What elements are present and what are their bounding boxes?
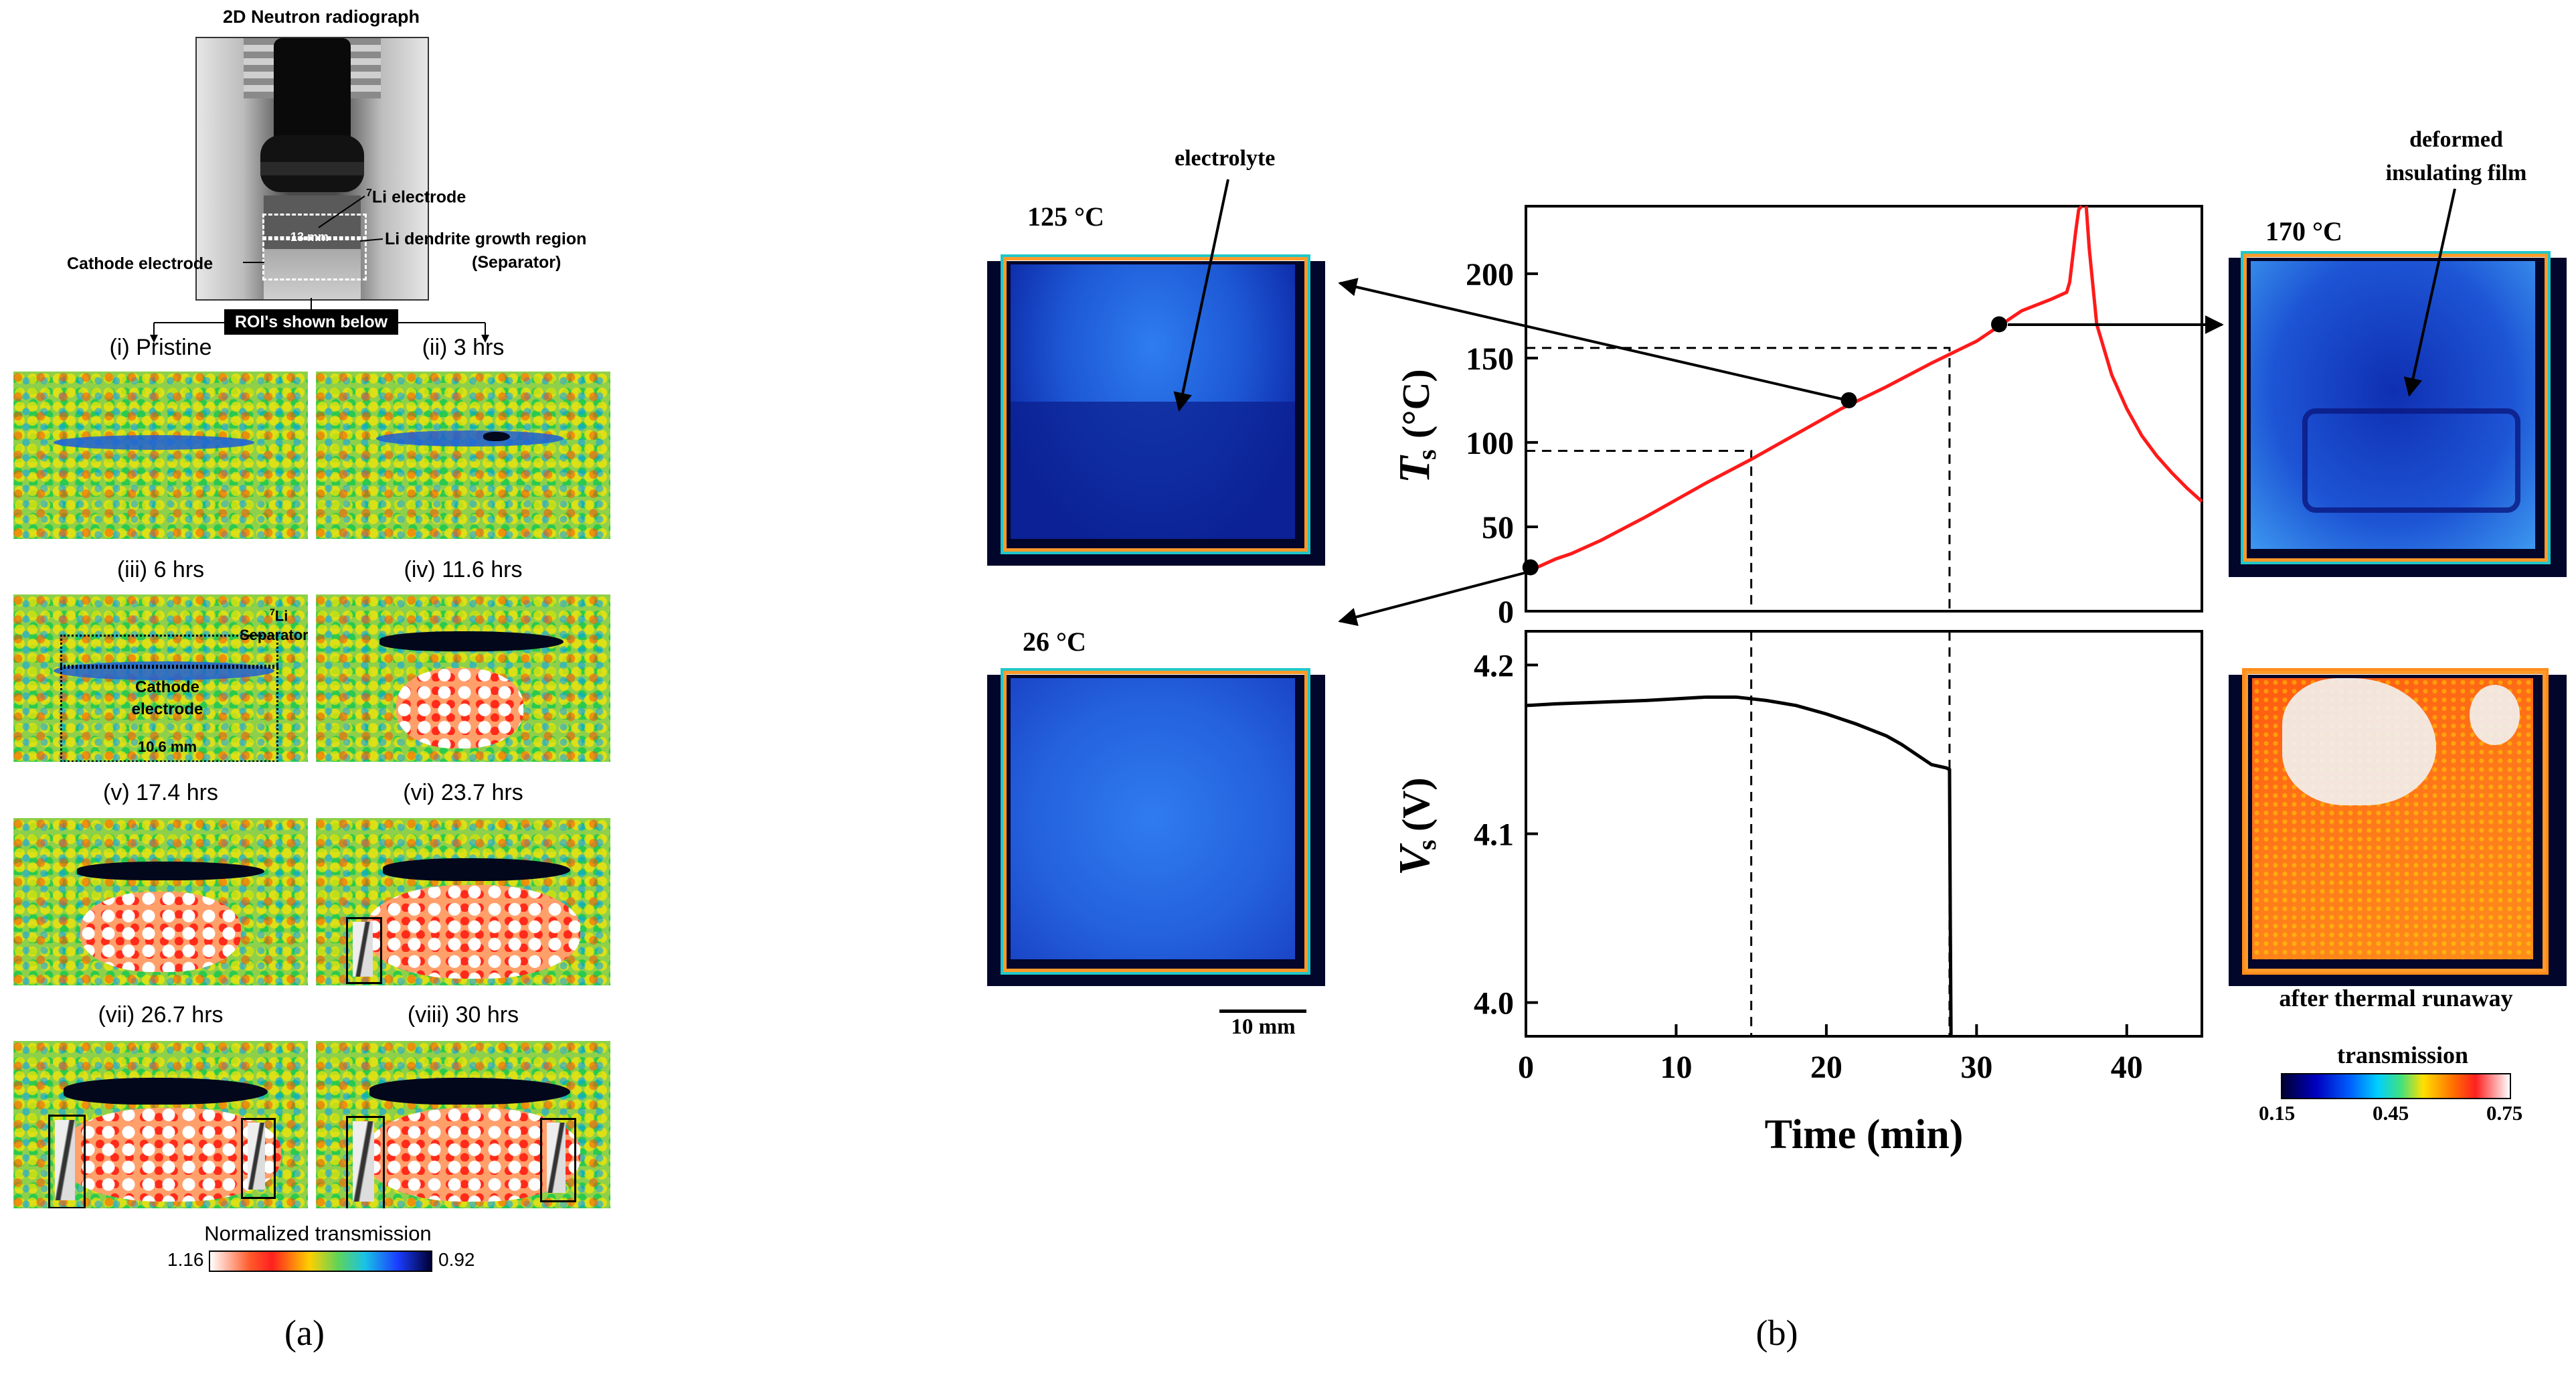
temp-series-line-1 bbox=[2084, 206, 2203, 503]
roi-banner: ROI's shown below bbox=[224, 309, 398, 335]
volt-series bbox=[1525, 695, 1953, 1037]
volt-guide-lines bbox=[1750, 631, 1951, 1036]
roi-image-23-7hrs bbox=[316, 818, 610, 985]
volt-ylabel-unit: (V) bbox=[1394, 777, 1438, 831]
temp-ylabel-unit: (°C) bbox=[1394, 369, 1438, 438]
temp-y-ticks: 0 50 100 150 200 bbox=[1466, 257, 1538, 630]
arrow-125c bbox=[1338, 278, 1851, 402]
cathode-electrode-label: Cathode electrode bbox=[67, 254, 213, 273]
volt-xtick-label-2: 20 bbox=[1810, 1050, 1842, 1085]
temp-markers bbox=[1522, 316, 2007, 576]
separator-label: (Separator) bbox=[472, 253, 562, 272]
temp-ytick-label-4: 200 bbox=[1466, 257, 1514, 293]
arrow-electrolyte bbox=[1173, 179, 1229, 412]
caption-b: (b) bbox=[1755, 1313, 1798, 1353]
temp-guide-0 bbox=[1526, 450, 1753, 611]
roi-image-pristine bbox=[13, 372, 308, 539]
volt-series-line-0 bbox=[1525, 695, 1953, 1037]
temp-ytick-label-3: 150 bbox=[1466, 341, 1514, 377]
roi-iii-cathode-label: Cathode bbox=[135, 678, 199, 696]
roi-image-11-6hrs bbox=[316, 594, 610, 762]
roi-image-6hrs: 7Li Separator Cathode electrode 10.6 mm bbox=[13, 594, 308, 762]
width-13mm: 13 mm bbox=[290, 230, 329, 244]
volt-ytick-label-0: 4.0 bbox=[1474, 986, 1514, 1022]
roi-iii-li-label: 7Li bbox=[270, 607, 288, 625]
norm-transmission-title: Normalized transmission bbox=[204, 1222, 432, 1245]
temp-guide-lines bbox=[1526, 347, 1951, 611]
roi-label-4: (iv) 11.6 hrs bbox=[404, 557, 523, 582]
roi-label-7: (vii) 26.7 hrs bbox=[98, 1002, 224, 1028]
temp-guide-1 bbox=[1526, 347, 1951, 611]
neutron-image-125c bbox=[987, 194, 1325, 566]
roi-iii-width-label: 10.6 mm bbox=[137, 738, 197, 755]
electrolyte-annotation: electrolyte bbox=[1175, 146, 1276, 171]
deformed-annotation-1: deformed bbox=[2409, 127, 2503, 152]
roi-image-17-4hrs bbox=[13, 818, 308, 985]
neutron-image-after-runaway bbox=[2229, 611, 2567, 986]
temp-marker-2 bbox=[1991, 316, 2007, 333]
volt-xtick-label-1: 10 bbox=[1660, 1050, 1692, 1085]
volt-xtick-label-3: 30 bbox=[1960, 1050, 1992, 1085]
volt-xtick-label-0: 0 bbox=[1518, 1050, 1534, 1085]
roi-label-6: (vi) 23.7 hrs bbox=[403, 780, 523, 805]
label-170c: 170 °C bbox=[2265, 216, 2342, 246]
transmission-title: transmission bbox=[2336, 1042, 2469, 1068]
colorbar-a-right-tick: 0.92 bbox=[438, 1249, 475, 1270]
neutron-radiograph-image: 13 mm bbox=[195, 37, 429, 301]
volt-plot-frame bbox=[1525, 630, 2203, 1038]
volt-y-ticks: 4.0 4.1 4.2 bbox=[1474, 648, 1538, 1022]
roi-label-1: (i) Pristine bbox=[109, 335, 212, 360]
arrow-26c bbox=[1338, 570, 1530, 627]
after-thermal-runaway-label: after thermal runaway bbox=[2279, 985, 2513, 1012]
roi-image-30hrs bbox=[316, 1041, 610, 1208]
colorbar-b-tick-1: 0.15 bbox=[2259, 1101, 2296, 1125]
temp-ylabel-main: T bbox=[1390, 455, 1439, 483]
temp-ytick-label-2: 100 bbox=[1466, 426, 1514, 461]
roi-label-3: (iii) 6 hrs bbox=[116, 557, 205, 582]
scale-bar bbox=[1219, 1009, 1306, 1013]
volt-ylabel-main: V bbox=[1390, 843, 1439, 876]
temp-ytick-label-1: 50 bbox=[1482, 510, 1514, 546]
neutron-image-26c bbox=[987, 611, 1325, 986]
temp-ytick-label-0: 0 bbox=[1498, 594, 1514, 630]
roi-label-2: (ii) 3 hrs bbox=[422, 335, 505, 360]
temp-series-line-0 bbox=[1525, 205, 2083, 574]
label-125c: 125 °C bbox=[1027, 201, 1104, 232]
colorbar-b-tick-2: 0.45 bbox=[2373, 1101, 2409, 1125]
radiograph-title: 2D Neutron radiograph bbox=[222, 7, 420, 27]
colorbar-a-left-tick: 1.16 bbox=[167, 1249, 204, 1270]
label-26c: 26 °C bbox=[1023, 627, 1086, 657]
deformed-annotation-2: insulating film bbox=[2385, 161, 2527, 185]
roi-image-26-7hrs bbox=[13, 1041, 308, 1208]
li-electrode-label: 7Li electrode bbox=[366, 187, 466, 207]
roi-iii-separator-label: Separator bbox=[240, 627, 308, 643]
volt-ytick-label-1: 4.1 bbox=[1474, 817, 1514, 853]
neutron-image-170c bbox=[2229, 194, 2567, 577]
volt-xtick-label-4: 40 bbox=[2111, 1050, 2143, 1085]
temp-series bbox=[1525, 205, 2203, 574]
caption-a: (a) bbox=[284, 1313, 325, 1353]
temp-plot-frame bbox=[1525, 205, 2203, 613]
roi-iii-electrode-label: electrode bbox=[131, 700, 203, 718]
roi-image-3hrs bbox=[316, 372, 610, 539]
colorbar-b-tick-3: 0.75 bbox=[2486, 1101, 2523, 1125]
time-xlabel: Time (min) bbox=[1765, 1112, 1964, 1157]
roi-label-5: (v) 17.4 hrs bbox=[103, 780, 218, 805]
arrow-deformed-film bbox=[2403, 188, 2456, 397]
temp-ylabel-sub: s bbox=[1411, 449, 1442, 460]
volt-ytick-label-2: 4.2 bbox=[1474, 648, 1514, 683]
scale-bar-label: 10 mm bbox=[1231, 1015, 1296, 1039]
dendrite-region-label: Li dendrite growth region bbox=[385, 230, 587, 248]
roi-label-8: (viii) 30 hrs bbox=[407, 1002, 519, 1028]
colorbar-a bbox=[209, 1250, 432, 1272]
volt-x-ticks: 0 10 20 30 40 bbox=[1518, 1024, 2143, 1085]
colorbar-b bbox=[2281, 1073, 2511, 1099]
volt-ylabel-sub: s bbox=[1411, 839, 1442, 850]
